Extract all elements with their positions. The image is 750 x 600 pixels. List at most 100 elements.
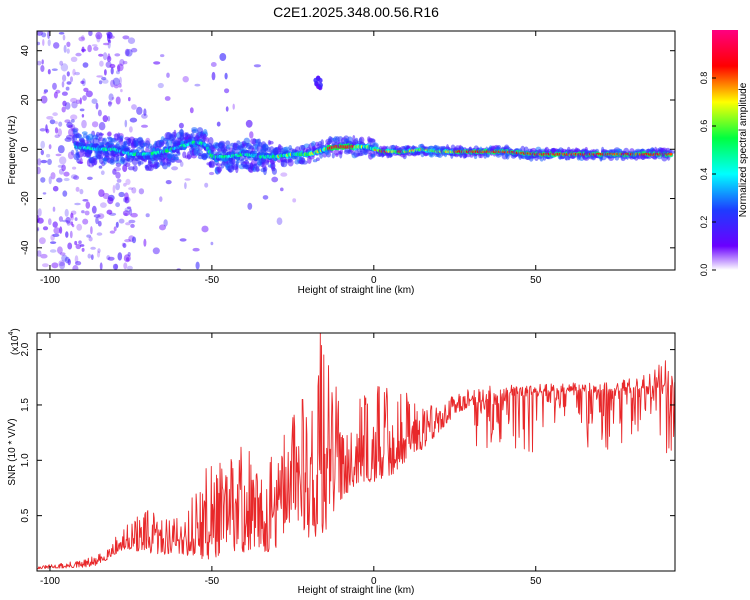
spectrogram-noise-blob (70, 221, 74, 226)
spectrogram-isolated-blob (318, 77, 323, 84)
spectrogram-noise-blob (70, 76, 73, 83)
spectrogram-noise-blob (91, 121, 99, 128)
spectrogram-noise-blob (42, 39, 45, 46)
spectrogram-spread-blob (79, 137, 85, 143)
spectrogram-noise-blob (96, 251, 101, 258)
spectrogram-noise-blob (195, 261, 200, 270)
spectrogram-y-tick-label: 20 (20, 94, 31, 106)
spectrogram-noise-blob (75, 243, 82, 250)
spectrogram-spread-blob (319, 152, 324, 159)
spectrogram-noise-blob (102, 115, 109, 123)
spectrogram-noise-blob (67, 151, 74, 160)
spectrogram-noise-blob (53, 91, 58, 99)
spectrogram-noise-blob (114, 53, 121, 57)
spectrogram-noise-blob (118, 218, 125, 224)
spectrogram-noise-blob (96, 232, 103, 236)
spectrogram-noise-blob (74, 71, 80, 76)
spectrogram-noise-blob (210, 241, 214, 246)
spectrogram-noise-blob (98, 165, 103, 169)
spectrogram-noise-blob (280, 172, 288, 177)
spectrogram-noise-blob (39, 237, 46, 245)
spectrogram-noise-blob (90, 254, 94, 260)
spectrogram-noise-blob (107, 39, 112, 44)
spectrogram-spread-blob (208, 137, 214, 145)
spectrogram-noise-blob (62, 74, 67, 82)
spectrogram-y-tick-label: 40 (20, 45, 31, 57)
spectrogram-noise-blob (40, 65, 45, 72)
colorbar-tick-label: 0.2 (699, 216, 709, 229)
spectrogram-noise-blob (108, 101, 112, 107)
spectrogram-x-tick-label: 50 (530, 275, 542, 286)
spectrogram-noise-blob (117, 63, 124, 72)
spectrogram-noise-blob (143, 238, 147, 247)
spectrogram-noise-blob (40, 149, 44, 156)
spectrogram-noise-blob (90, 246, 96, 250)
spectrogram-noise-blob (42, 263, 49, 268)
spectrogram-noise-blob (114, 263, 118, 270)
spectrogram-noise-blob (70, 212, 74, 219)
spectrogram-noise-blob (125, 49, 133, 57)
spectrogram-noise-blob (292, 198, 297, 203)
spectrogram-noise-blob (37, 228, 40, 232)
spectrogram-noise-blob (129, 126, 133, 133)
spectrogram-spread-blob (225, 144, 231, 150)
spectrogram-noise-blob (74, 240, 78, 246)
spectrogram-noise-blob (58, 260, 65, 267)
spectrogram-noise-blob (97, 109, 102, 117)
spectrogram-noise-blob (122, 243, 127, 248)
snr-x-tick-label: 0 (371, 576, 377, 587)
spectrogram-noise-blob (130, 223, 135, 228)
spectrogram-noise-blob (66, 71, 70, 77)
spectrogram-ridge-point (669, 152, 673, 156)
spectrogram-noise-blob (50, 234, 55, 241)
spectrogram-noise-blob (97, 220, 102, 227)
spectrogram-spread-blob (359, 136, 365, 144)
snr-panel: -100 -50 0 50 0.5 1.0 1.5 2.0 Height of straig… (7, 328, 676, 596)
spectrogram-spread-blob (315, 157, 320, 161)
spectrogram-noise-blob (184, 178, 191, 181)
spectrogram-noise-blob (40, 253, 48, 259)
spectrogram-noise-blob (95, 31, 103, 40)
spectrogram-noise-blob (82, 199, 89, 202)
spectrogram-noise-blob (61, 81, 65, 88)
spectrogram-x-tick-label: 0 (371, 275, 377, 286)
spectrogram-noise-blob (67, 258, 71, 266)
spectrogram-noise-blob (81, 35, 85, 41)
spectrogram-spread-blob (235, 165, 239, 174)
spectrogram-noise-blob (159, 224, 166, 231)
spectrogram-spread-blob (144, 140, 151, 148)
spectrogram-noise-blob (219, 53, 227, 61)
spectrogram-noise-blob (43, 89, 49, 93)
spectrogram-noise-blob (70, 210, 77, 215)
spectrogram-panel: -100 -50 0 50 -40 -20 0 20 40 Height of straigh… (7, 30, 676, 296)
spectrogram-noise-blob (130, 212, 138, 218)
spectrogram-noise-blob (65, 86, 70, 91)
spectrogram-noise-blob (83, 87, 89, 92)
spectrogram-noise-blob (37, 250, 42, 257)
spectrogram-noise-blob (211, 71, 216, 81)
spectrogram-noise-blob (37, 41, 41, 46)
spectrogram-noise-blob (79, 188, 84, 195)
spectrogram-spread-blob (166, 161, 172, 166)
spectrogram-noise-blob (81, 247, 85, 252)
spectrogram-noise-blob (70, 149, 75, 156)
spectrogram-noise-blob (107, 53, 111, 60)
spectrogram-noise-blob (64, 137, 72, 142)
spectrogram-noise-blob (79, 244, 85, 247)
spectrogram-noise-blob (98, 122, 106, 131)
spectrogram-noise-blob (276, 217, 283, 225)
spectrogram-noise-blob (106, 31, 113, 39)
spectrogram-spread-blob (191, 129, 199, 134)
spectrogram-noise-blob (280, 187, 284, 192)
spectrogram-noise-blob (56, 177, 63, 183)
spectrogram-spread-blob (347, 136, 353, 144)
spectrogram-noise-blob (39, 128, 46, 132)
spectrogram-noise-blob (166, 72, 170, 78)
spectrogram-isolated-blob (318, 82, 323, 88)
spectrogram-noise-blob (160, 54, 165, 58)
spectrogram-noise-blob (42, 192, 47, 195)
spectrogram-noise-blob (138, 188, 145, 195)
spectrogram-noise-blob (52, 82, 57, 90)
spectrogram-noise-blob (52, 206, 56, 212)
spectrogram-spread-blob (339, 148, 343, 155)
